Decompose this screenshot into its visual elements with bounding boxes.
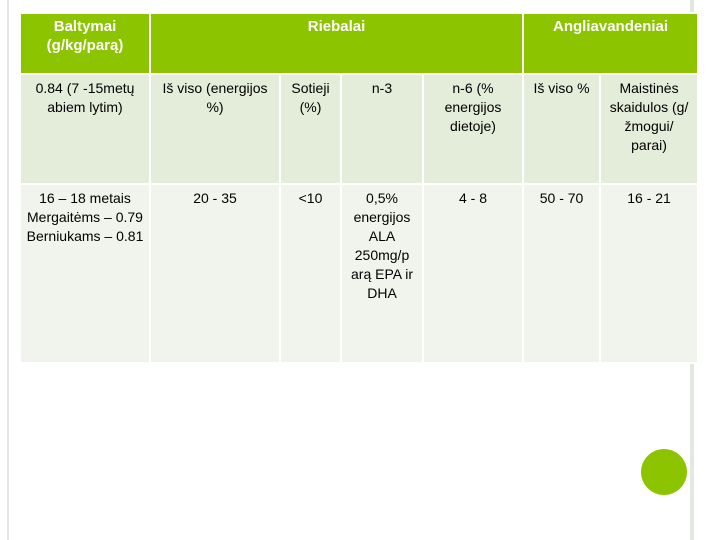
cell-fiber: Maistinės skaidulos (g/žmogui/ parai): [599, 73, 700, 185]
nutrition-table: Baltymai (g/kg/parą) Riebalai Angliavand…: [19, 12, 700, 364]
header-fat: Riebalai: [148, 12, 525, 75]
cell-saturated: Sotieji (%): [279, 73, 342, 185]
cell-saturated: <10: [279, 183, 342, 364]
header-protein: Baltymai (g/kg/parą): [19, 12, 151, 75]
cell-fiber: 16 - 21: [599, 183, 700, 364]
cell-carb-total: Iš viso %: [522, 73, 602, 185]
header-carbs: Angliavandeniai: [522, 12, 700, 75]
cell-fat-total: Iš viso (energijos %): [149, 73, 281, 185]
cell-carb-total: 50 - 70: [522, 183, 602, 364]
table-row: 0.84 (7 -15metų abiem lytim) Iš viso (en…: [19, 73, 700, 185]
green-circle-decoration: [641, 449, 687, 495]
cell-n6: 4 - 8: [421, 183, 525, 364]
cell-n3: 0,5% energijos ALA 250mg/p arą EPA ir DH…: [340, 183, 424, 364]
cell-protein: 16 – 18 metais Mergaitėms – 0.79 Berniuk…: [19, 183, 151, 364]
cell-n3: n-3: [340, 73, 424, 185]
cell-fat-total: 20 - 35: [149, 183, 281, 364]
cell-n6: n-6 (% energijos dietoje): [421, 73, 525, 185]
header-row: Baltymai (g/kg/parą) Riebalai Angliavand…: [19, 12, 700, 75]
cell-protein: 0.84 (7 -15metų abiem lytim): [19, 73, 151, 185]
table-row: 16 – 18 metais Mergaitėms – 0.79 Berniuk…: [19, 183, 700, 364]
left-decorative-rule: [7, 0, 9, 540]
